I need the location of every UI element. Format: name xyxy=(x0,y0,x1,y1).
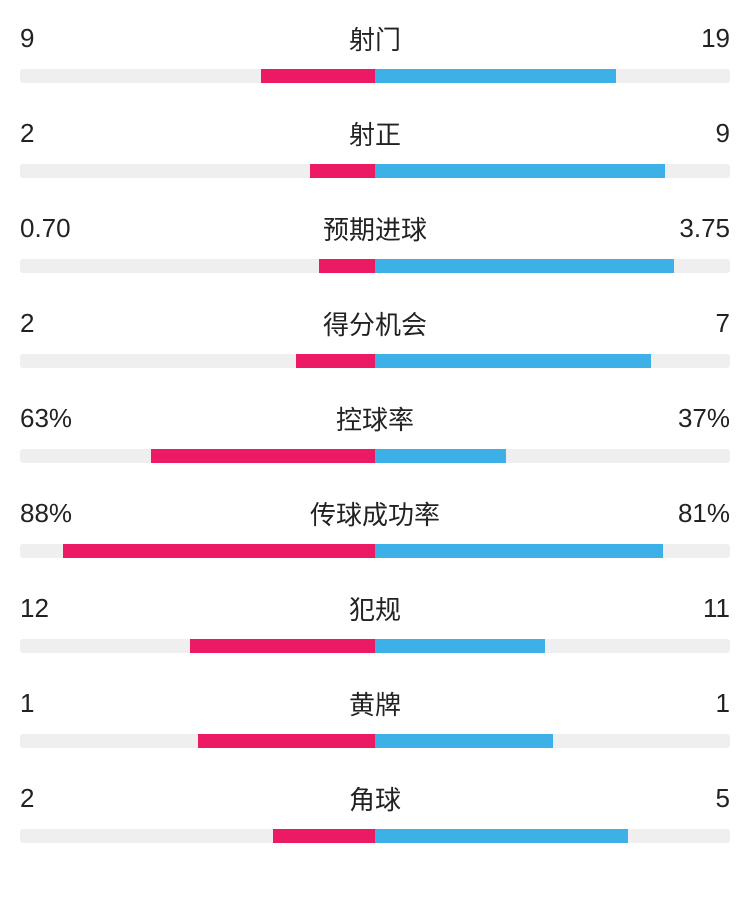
stat-bar-right-track xyxy=(375,259,730,273)
stat-left-value: 9 xyxy=(20,23,90,54)
stat-name: 射门 xyxy=(90,20,660,57)
stat-bar-left-track xyxy=(20,544,375,558)
stat-bar-left-track xyxy=(20,354,375,368)
stat-bar-track xyxy=(20,734,730,748)
stat-bar-right-track xyxy=(375,449,730,463)
stat-name: 犯规 xyxy=(90,590,660,627)
stat-right-value: 9 xyxy=(660,118,730,149)
stat-bar-left-fill xyxy=(151,449,375,463)
stat-name: 射正 xyxy=(90,115,660,152)
stat-bar-right-track xyxy=(375,69,730,83)
stat-bar-left-fill xyxy=(190,639,375,653)
stat-bar-track xyxy=(20,259,730,273)
stat-bar-left-fill xyxy=(63,544,375,558)
stat-left-value: 63% xyxy=(20,403,90,434)
stat-bar-left-track xyxy=(20,639,375,653)
stat-bar-right-track xyxy=(375,829,730,843)
stat-bar-right-track xyxy=(375,164,730,178)
stat-bar-right-fill xyxy=(375,639,545,653)
stat-bar-left-fill xyxy=(310,164,375,178)
stat-bar-track xyxy=(20,544,730,558)
match-stats-container: 9射门192射正90.70预期进球3.752得分机会763%控球率37%88%传… xyxy=(20,20,730,843)
stat-right-value: 37% xyxy=(660,403,730,434)
stat-bar-right-fill xyxy=(375,829,628,843)
stat-row: 63%控球率37% xyxy=(20,400,730,463)
stat-left-value: 2 xyxy=(20,783,90,814)
stat-labels: 2角球5 xyxy=(20,780,730,817)
stat-bar-track xyxy=(20,639,730,653)
stat-right-value: 81% xyxy=(660,498,730,529)
stat-row: 1黄牌1 xyxy=(20,685,730,748)
stat-bar-right-fill xyxy=(375,259,674,273)
stat-labels: 88%传球成功率81% xyxy=(20,495,730,532)
stat-bar-track xyxy=(20,829,730,843)
stat-bar-right-fill xyxy=(375,544,663,558)
stat-row: 2角球5 xyxy=(20,780,730,843)
stat-bar-track xyxy=(20,449,730,463)
stat-bar-left-fill xyxy=(296,354,375,368)
stat-bar-left-track xyxy=(20,69,375,83)
stat-bar-right-track xyxy=(375,734,730,748)
stat-row: 2得分机会7 xyxy=(20,305,730,368)
stat-labels: 2得分机会7 xyxy=(20,305,730,342)
stat-labels: 2射正9 xyxy=(20,115,730,152)
stat-bar-left-fill xyxy=(273,829,375,843)
stat-labels: 63%控球率37% xyxy=(20,400,730,437)
stat-labels: 0.70预期进球3.75 xyxy=(20,210,730,247)
stat-bar-right-track xyxy=(375,354,730,368)
stat-right-value: 5 xyxy=(660,783,730,814)
stat-right-value: 3.75 xyxy=(660,213,730,244)
stat-name: 传球成功率 xyxy=(90,495,660,532)
stat-row: 2射正9 xyxy=(20,115,730,178)
stat-row: 9射门19 xyxy=(20,20,730,83)
stat-right-value: 11 xyxy=(660,593,730,624)
stat-bar-right-fill xyxy=(375,449,506,463)
stat-row: 0.70预期进球3.75 xyxy=(20,210,730,273)
stat-bar-left-track xyxy=(20,164,375,178)
stat-bar-track xyxy=(20,354,730,368)
stat-name: 得分机会 xyxy=(90,305,660,342)
stat-bar-left-track xyxy=(20,259,375,273)
stat-bar-left-fill xyxy=(198,734,376,748)
stat-bar-right-fill xyxy=(375,354,651,368)
stat-row: 12犯规11 xyxy=(20,590,730,653)
stat-name: 预期进球 xyxy=(90,210,660,247)
stat-bar-right-track xyxy=(375,639,730,653)
stat-labels: 12犯规11 xyxy=(20,590,730,627)
stat-labels: 9射门19 xyxy=(20,20,730,57)
stat-bar-track xyxy=(20,164,730,178)
stat-row: 88%传球成功率81% xyxy=(20,495,730,558)
stat-right-value: 7 xyxy=(660,308,730,339)
stat-bar-left-track xyxy=(20,829,375,843)
stat-left-value: 0.70 xyxy=(20,213,90,244)
stat-bar-left-fill xyxy=(261,69,375,83)
stat-left-value: 2 xyxy=(20,118,90,149)
stat-name: 控球率 xyxy=(90,400,660,437)
stat-bar-right-fill xyxy=(375,69,616,83)
stat-left-value: 2 xyxy=(20,308,90,339)
stat-bar-track xyxy=(20,69,730,83)
stat-labels: 1黄牌1 xyxy=(20,685,730,722)
stat-right-value: 19 xyxy=(660,23,730,54)
stat-bar-left-track xyxy=(20,449,375,463)
stat-left-value: 1 xyxy=(20,688,90,719)
stat-bar-left-fill xyxy=(319,259,375,273)
stat-right-value: 1 xyxy=(660,688,730,719)
stat-name: 角球 xyxy=(90,780,660,817)
stat-left-value: 12 xyxy=(20,593,90,624)
stat-bar-right-fill xyxy=(375,164,665,178)
stat-left-value: 88% xyxy=(20,498,90,529)
stat-bar-left-track xyxy=(20,734,375,748)
stat-bar-right-track xyxy=(375,544,730,558)
stat-name: 黄牌 xyxy=(90,685,660,722)
stat-bar-right-fill xyxy=(375,734,553,748)
